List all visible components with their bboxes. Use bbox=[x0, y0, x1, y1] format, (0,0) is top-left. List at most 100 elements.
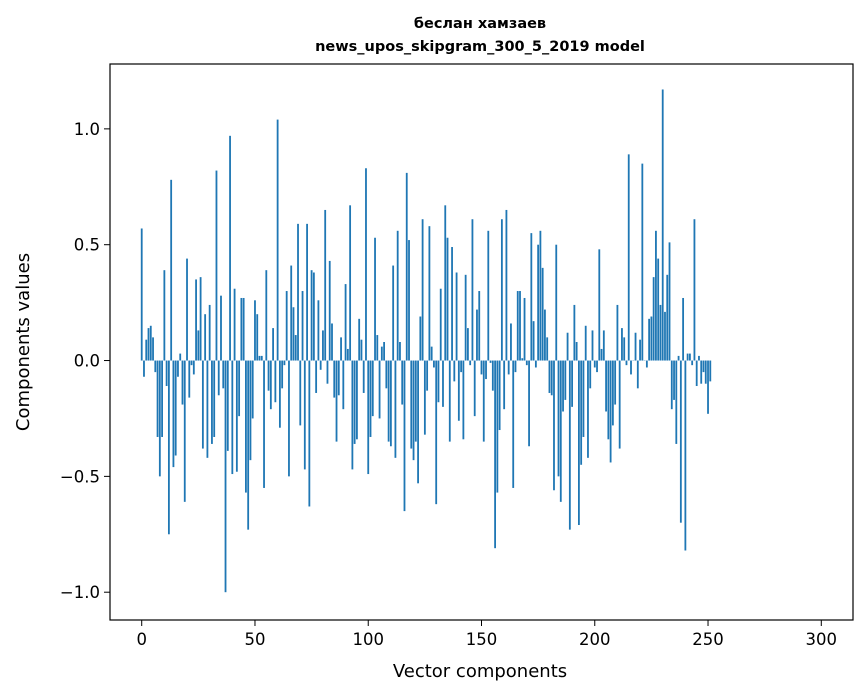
bar bbox=[448, 360, 451, 442]
bar bbox=[383, 342, 385, 361]
bar bbox=[430, 346, 433, 361]
bar bbox=[559, 360, 562, 502]
bar bbox=[378, 360, 381, 419]
bar bbox=[274, 360, 277, 403]
bar bbox=[525, 360, 528, 366]
bar bbox=[172, 360, 175, 468]
bar bbox=[154, 360, 157, 373]
bar bbox=[167, 360, 170, 535]
bar bbox=[550, 360, 553, 396]
bar bbox=[534, 360, 537, 368]
bar bbox=[179, 353, 182, 361]
bar bbox=[312, 272, 315, 361]
y-tick-label: 1.0 bbox=[74, 120, 100, 139]
bar bbox=[346, 348, 349, 361]
y-axis-ticks: −1.0 −0.5 0.0 0.5 1.0 bbox=[60, 120, 110, 602]
bar bbox=[611, 360, 614, 426]
bar bbox=[242, 297, 245, 361]
bar bbox=[165, 360, 168, 387]
bar bbox=[555, 244, 558, 361]
x-tick-label: 150 bbox=[466, 630, 498, 649]
bar bbox=[451, 247, 453, 361]
bar bbox=[482, 360, 485, 442]
bar bbox=[498, 360, 501, 431]
bar bbox=[197, 330, 200, 361]
bar bbox=[453, 360, 456, 382]
bar bbox=[562, 360, 564, 412]
bar bbox=[521, 358, 524, 361]
bar bbox=[553, 360, 555, 491]
bar bbox=[657, 258, 660, 361]
x-tick-label: 0 bbox=[136, 630, 147, 649]
bar bbox=[272, 328, 274, 361]
bar bbox=[609, 360, 612, 463]
bar bbox=[376, 335, 379, 361]
bar bbox=[211, 360, 213, 444]
bar bbox=[650, 316, 653, 361]
bar bbox=[514, 360, 517, 373]
y-axis-label: Components values bbox=[13, 253, 34, 431]
bar bbox=[530, 233, 533, 361]
bar bbox=[403, 360, 406, 512]
bar bbox=[516, 291, 519, 361]
y-tick-label: −0.5 bbox=[60, 467, 100, 486]
bar bbox=[263, 360, 265, 488]
bar bbox=[600, 348, 603, 361]
bar bbox=[500, 219, 503, 361]
bar bbox=[623, 337, 626, 361]
bar bbox=[707, 360, 709, 414]
bar bbox=[195, 279, 197, 361]
y-tick-label: 0.5 bbox=[74, 236, 100, 255]
bar bbox=[367, 360, 370, 475]
bar bbox=[222, 360, 225, 389]
bar bbox=[389, 360, 392, 447]
bar bbox=[340, 337, 342, 361]
bar bbox=[247, 360, 250, 530]
bar bbox=[684, 360, 687, 551]
bar bbox=[668, 242, 671, 361]
bar bbox=[489, 360, 492, 363]
bar bbox=[215, 170, 218, 361]
bar bbox=[294, 335, 297, 361]
bar bbox=[480, 360, 483, 375]
bar bbox=[233, 288, 236, 361]
bar bbox=[428, 226, 431, 361]
x-axis-ticks: 0 50 100 150 200 250 300 bbox=[136, 620, 837, 649]
bar bbox=[546, 337, 549, 361]
bar bbox=[324, 209, 327, 361]
bar bbox=[568, 360, 571, 530]
bar bbox=[677, 355, 680, 361]
bar bbox=[496, 360, 499, 493]
bar bbox=[412, 360, 415, 461]
x-tick-label: 300 bbox=[806, 630, 838, 649]
bar bbox=[249, 360, 252, 461]
bar bbox=[410, 360, 413, 449]
bar bbox=[380, 346, 383, 361]
bar bbox=[254, 300, 256, 361]
bar bbox=[578, 360, 580, 526]
bar bbox=[328, 260, 331, 361]
bar bbox=[541, 267, 544, 361]
bar bbox=[156, 360, 159, 437]
bar bbox=[369, 360, 372, 437]
bar bbox=[634, 332, 637, 361]
bar bbox=[675, 360, 678, 444]
bar bbox=[231, 360, 234, 475]
bar bbox=[666, 274, 669, 361]
bar bbox=[140, 228, 143, 361]
y-tick-label: −1.0 bbox=[60, 583, 100, 602]
bar bbox=[229, 135, 231, 361]
bar bbox=[630, 360, 632, 375]
bar bbox=[292, 307, 295, 361]
bar bbox=[580, 360, 583, 465]
bar bbox=[177, 360, 179, 377]
bar bbox=[670, 360, 673, 410]
bar bbox=[523, 297, 526, 361]
bar bbox=[444, 205, 447, 361]
bar bbox=[319, 360, 322, 370]
bar bbox=[689, 353, 691, 361]
bar bbox=[335, 360, 338, 442]
bar bbox=[614, 360, 617, 405]
bar bbox=[478, 291, 481, 361]
bar bbox=[519, 291, 521, 361]
